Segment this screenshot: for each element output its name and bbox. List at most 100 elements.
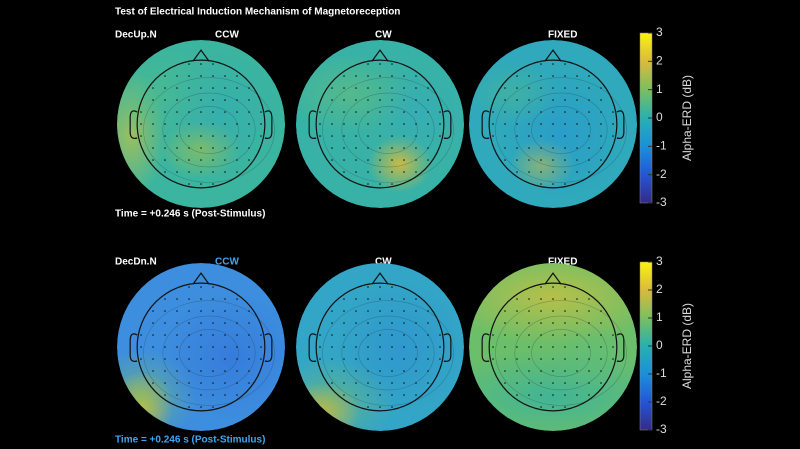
electrode bbox=[552, 147, 554, 149]
electrode bbox=[176, 346, 178, 348]
electrode bbox=[236, 298, 238, 300]
electrode bbox=[343, 322, 345, 324]
electrode bbox=[540, 87, 542, 89]
electrode bbox=[516, 75, 518, 77]
contour bbox=[143, 300, 275, 406]
electrode bbox=[403, 334, 405, 336]
electrode bbox=[576, 147, 578, 149]
electrode bbox=[504, 322, 506, 324]
electrode bbox=[367, 171, 369, 173]
electrode bbox=[415, 171, 417, 173]
electrode bbox=[564, 346, 566, 348]
electrode bbox=[355, 382, 357, 384]
electrode bbox=[528, 358, 530, 360]
electrode bbox=[528, 147, 530, 149]
electrode bbox=[540, 183, 542, 185]
electrode bbox=[343, 171, 345, 173]
electrode bbox=[415, 123, 417, 125]
electrode bbox=[200, 99, 202, 101]
electrode bbox=[152, 87, 154, 89]
electrode bbox=[492, 111, 494, 113]
electrode bbox=[576, 171, 578, 173]
electrode bbox=[576, 123, 578, 125]
electrode bbox=[576, 394, 578, 396]
electrode bbox=[415, 370, 417, 372]
electrode bbox=[540, 382, 542, 384]
electrode bbox=[367, 322, 369, 324]
electrode bbox=[152, 346, 154, 348]
head bbox=[488, 59, 618, 189]
electrode bbox=[331, 147, 333, 149]
electrode bbox=[367, 298, 369, 300]
electrode bbox=[367, 87, 369, 89]
electrode bbox=[188, 111, 190, 113]
electrode bbox=[391, 159, 393, 161]
electrode bbox=[152, 135, 154, 137]
electrode bbox=[552, 63, 554, 65]
electrode bbox=[391, 87, 393, 89]
electrode bbox=[612, 346, 614, 348]
electrode bbox=[516, 370, 518, 372]
electrode bbox=[504, 135, 506, 137]
electrode bbox=[343, 123, 345, 125]
electrode bbox=[379, 346, 381, 348]
electrode bbox=[427, 382, 429, 384]
electrode bbox=[391, 394, 393, 396]
electrode bbox=[576, 322, 578, 324]
blob bbox=[159, 293, 285, 421]
electrode bbox=[528, 99, 530, 101]
electrode bbox=[415, 135, 417, 137]
electrode bbox=[528, 171, 530, 173]
electrode bbox=[164, 135, 166, 137]
electrode bbox=[588, 147, 590, 149]
electrode bbox=[600, 346, 602, 348]
electrode bbox=[540, 406, 542, 408]
ear bbox=[443, 110, 452, 139]
electrode bbox=[427, 87, 429, 89]
electrode bbox=[576, 99, 578, 101]
colorbar-tick-label: 0 bbox=[656, 110, 663, 124]
electrode bbox=[367, 346, 369, 348]
electrode bbox=[367, 75, 369, 77]
electrode bbox=[588, 99, 590, 101]
electrode bbox=[564, 406, 566, 408]
electrode bbox=[152, 322, 154, 324]
contour bbox=[495, 77, 627, 183]
electrode bbox=[379, 87, 381, 89]
electrode bbox=[564, 147, 566, 149]
electrode bbox=[152, 147, 154, 149]
title: Test of Electrical Induction Mechanism o… bbox=[115, 7, 400, 18]
electrode bbox=[188, 87, 190, 89]
electrode bbox=[612, 135, 614, 137]
contour bbox=[341, 315, 435, 391]
electrode bbox=[212, 171, 214, 173]
electrode bbox=[427, 358, 429, 360]
ear bbox=[481, 110, 490, 139]
electrode bbox=[552, 183, 554, 185]
electrode bbox=[176, 75, 178, 77]
electrode bbox=[188, 171, 190, 173]
electrode bbox=[504, 87, 506, 89]
electrode bbox=[540, 322, 542, 324]
electrode bbox=[188, 322, 190, 324]
electrode bbox=[331, 346, 333, 348]
electrode bbox=[319, 135, 321, 137]
electrode bbox=[260, 135, 262, 137]
electrode bbox=[212, 334, 214, 336]
electrode bbox=[564, 75, 566, 77]
electrode bbox=[564, 298, 566, 300]
electrode bbox=[188, 370, 190, 372]
colorbar-tick-label: 3 bbox=[656, 25, 663, 39]
nose bbox=[371, 49, 389, 62]
electrode bbox=[164, 298, 166, 300]
electrode bbox=[200, 334, 202, 336]
electrode bbox=[564, 135, 566, 137]
electrode bbox=[188, 135, 190, 137]
electrode bbox=[516, 310, 518, 312]
electrode bbox=[176, 298, 178, 300]
electrode bbox=[319, 346, 321, 348]
electrode bbox=[164, 394, 166, 396]
electrode bbox=[355, 346, 357, 348]
nose bbox=[192, 49, 210, 62]
